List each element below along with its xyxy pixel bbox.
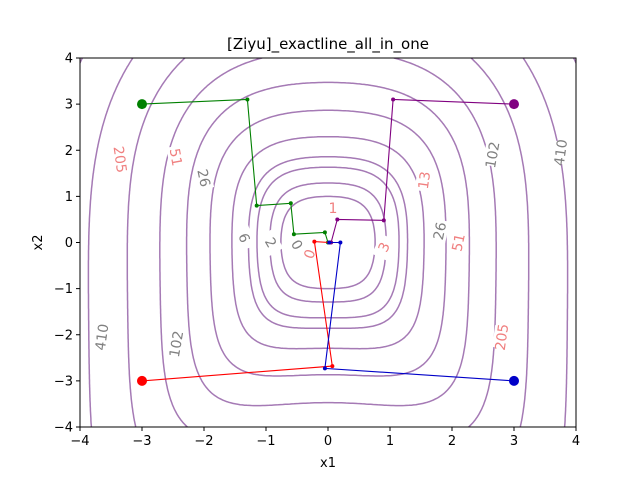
path-step-point	[322, 366, 327, 371]
contour-label: 205	[493, 323, 513, 352]
contour-line	[231, 135, 425, 350]
path-step-point	[391, 97, 396, 102]
x-tick-label: −4	[70, 434, 89, 449]
path-step-point	[327, 240, 332, 245]
contour-line	[209, 109, 447, 377]
contour-line	[185, 81, 471, 407]
chart-title: [Ziyu]_exactline_all_in_one	[227, 35, 429, 54]
y-tick-label: −4	[54, 421, 73, 436]
path-step-point	[288, 201, 293, 206]
path-step-point	[335, 217, 340, 222]
contour-line	[256, 166, 400, 319]
y-tick-label: 1	[65, 190, 73, 205]
x-tick-label: −2	[194, 434, 213, 449]
y-tick-label: −3	[54, 374, 73, 389]
path-step-point	[330, 364, 335, 369]
x-tick-label: 1	[386, 434, 394, 449]
contour-label-background	[166, 144, 186, 170]
contour-label: 102	[167, 330, 187, 359]
path-start-point	[509, 375, 519, 386]
x-tick-label: 2	[448, 434, 456, 449]
contour-label-background	[371, 233, 396, 261]
x-tick-label: 4	[572, 434, 580, 449]
contour-label-background	[321, 199, 344, 216]
path-step-point	[245, 97, 250, 102]
contour-line	[126, 58, 530, 427]
path-start-point	[137, 99, 147, 110]
path-step-point	[338, 240, 343, 245]
contour-label-background	[414, 168, 434, 193]
contour-label: 51	[449, 232, 468, 253]
contour-label-background	[92, 325, 112, 350]
contour-label: 410	[552, 138, 572, 167]
y-tick-label: 3	[65, 98, 73, 113]
contour-label: 102	[483, 140, 503, 169]
path-start-point	[137, 375, 147, 386]
contour-label-background	[492, 325, 512, 350]
contour-label-background	[429, 218, 450, 244]
x-tick-label: −3	[132, 434, 151, 449]
y-tick-label: −2	[54, 328, 73, 343]
contour-label: 1	[328, 201, 337, 217]
x-tick-label: 0	[324, 434, 332, 449]
path-step-point	[291, 232, 296, 237]
contour-label: 13	[416, 170, 434, 190]
y-tick-label: −1	[54, 282, 73, 297]
path-start-point	[509, 99, 519, 110]
x-axis-label: x1	[320, 456, 336, 471]
contour-label: 26	[431, 221, 450, 242]
path-step-point	[312, 239, 317, 244]
optimization-paths	[137, 97, 519, 386]
y-tick-label: 4	[65, 52, 73, 67]
y-axis-label: x2	[31, 235, 46, 251]
path-step-point	[254, 203, 259, 208]
path-step-point	[381, 218, 386, 223]
path-line-3	[324, 241, 515, 382]
contour-label: 26	[193, 168, 212, 189]
path-step-point	[322, 230, 327, 235]
contour-line	[247, 156, 409, 329]
contour-label-background	[193, 165, 215, 191]
y-tick-label: 2	[65, 144, 73, 159]
x-axis-ticks: −4 −3 −2 −1 0 1 2 3 4	[70, 427, 580, 449]
contour-label: 410	[93, 323, 113, 352]
contour-label: 205	[110, 145, 130, 174]
contour-label-background	[233, 224, 256, 251]
contour-label-background	[482, 142, 503, 168]
path-line-2	[141, 241, 333, 382]
contour-label-background	[258, 228, 284, 257]
x-tick-label: 3	[510, 434, 518, 449]
contour-label-background	[448, 230, 469, 255]
contour-label: 51	[166, 147, 185, 167]
y-tick-label: 0	[65, 236, 73, 251]
contour-label-background	[551, 140, 570, 165]
y-axis-ticks: −4 −3 −2 −1 0 1 2 3 4	[54, 52, 80, 436]
contour-line	[87, 58, 569, 427]
contour-label-background	[110, 147, 130, 172]
contour-label-background	[166, 331, 186, 357]
x-tick-label: −1	[256, 434, 275, 449]
